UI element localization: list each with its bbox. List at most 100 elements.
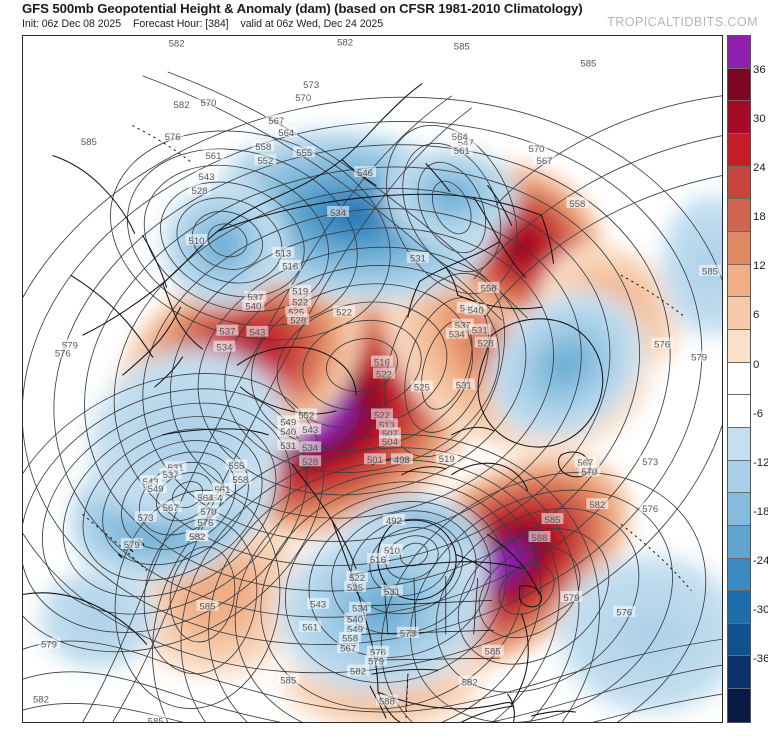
contour-label: 552 bbox=[298, 410, 314, 421]
state-border-2 bbox=[413, 578, 417, 637]
contour-label: 516 bbox=[370, 555, 386, 566]
contour-label: 564 bbox=[197, 493, 214, 504]
coast-siberia-arctic bbox=[216, 193, 543, 232]
contour-label: 567 bbox=[340, 644, 356, 655]
contour-label-halo bbox=[337, 641, 360, 653]
contour-label-halo bbox=[451, 318, 474, 330]
contour-label-halo bbox=[390, 453, 413, 465]
colorbar-band bbox=[728, 133, 750, 167]
contour-label: 537 bbox=[455, 321, 471, 332]
contour-label-halo bbox=[577, 56, 600, 68]
contour-label-halo bbox=[699, 264, 722, 276]
forecast-hour: Forecast Hour: [384] bbox=[132, 18, 229, 30]
contour-label: 585 bbox=[81, 137, 97, 148]
contour-label-halo bbox=[277, 439, 300, 451]
contour-label: 528 bbox=[302, 457, 318, 468]
contour-label: 582 bbox=[462, 678, 478, 689]
contour-label: 576 bbox=[165, 132, 181, 143]
contour-label: 585 bbox=[280, 676, 296, 687]
coast-labrador bbox=[487, 534, 541, 595]
contour-label: 567 bbox=[268, 116, 284, 127]
contour-label-halo bbox=[481, 644, 504, 656]
contour-label: 582 bbox=[174, 100, 190, 111]
coast-hudson-bay bbox=[377, 519, 457, 601]
contour-label-halo bbox=[58, 338, 81, 350]
contour-label: 540 bbox=[468, 306, 484, 317]
coast-aleutians bbox=[162, 428, 269, 436]
run-info: Init: 06z Dec 08 2025 Forecast Hour: [38… bbox=[22, 18, 392, 30]
contour-label: 522 bbox=[376, 369, 392, 380]
contour-label-halo bbox=[410, 380, 433, 392]
contour-label: 582 bbox=[589, 500, 605, 511]
contour-label-halo bbox=[194, 516, 217, 528]
contour-label-halo bbox=[574, 456, 597, 468]
contour-label: 573 bbox=[400, 629, 416, 640]
contour-label: 588 bbox=[532, 533, 548, 544]
contour-label: 573 bbox=[303, 80, 319, 91]
contour-label-halo bbox=[333, 305, 356, 317]
contour-label: 558 bbox=[232, 475, 248, 486]
colorbar-tick-label: 18 bbox=[753, 211, 766, 224]
state-border-6 bbox=[361, 629, 495, 635]
contour-label: 546 bbox=[357, 168, 373, 179]
dotted-border-north bbox=[132, 125, 192, 163]
contour-label: 531 bbox=[280, 441, 296, 452]
coast-british-isles bbox=[445, 266, 459, 296]
contour-label: 513 bbox=[379, 420, 395, 431]
anomaly-cold-greenland-sea bbox=[479, 281, 654, 449]
contour-label: 498 bbox=[394, 455, 410, 466]
contour-label: 576 bbox=[197, 518, 213, 529]
anomaly-cold-east-edge bbox=[651, 180, 722, 351]
colorbar-band bbox=[728, 395, 750, 428]
border-europe-2 bbox=[540, 214, 555, 264]
contour-label: 573 bbox=[642, 457, 658, 468]
contour-label: 582 bbox=[350, 667, 366, 678]
contour-label-halo bbox=[382, 514, 405, 526]
coast-gulf bbox=[377, 691, 513, 710]
contour-label-halo bbox=[344, 612, 367, 624]
contour-label: 547 bbox=[458, 138, 474, 149]
contour-label-halo bbox=[185, 233, 208, 245]
contour-label-halo bbox=[279, 259, 302, 271]
contour-label-halo bbox=[474, 336, 497, 348]
colorbar-band bbox=[728, 36, 750, 69]
colorbar-band bbox=[728, 525, 750, 559]
coast-far-west-1 bbox=[52, 155, 136, 234]
contour-label: 507 bbox=[382, 429, 398, 440]
contour-label: 561 bbox=[302, 623, 318, 634]
contour-label: 567 bbox=[577, 458, 593, 469]
contour-label: 534 bbox=[302, 443, 319, 454]
contour-label-halo bbox=[639, 502, 662, 514]
contour-label-halo bbox=[299, 441, 322, 453]
contour-label-halo bbox=[216, 324, 239, 336]
contour-label: 549 bbox=[148, 484, 164, 495]
border-us-mexico bbox=[371, 668, 439, 675]
contour-label: 582 bbox=[337, 37, 353, 48]
contour-label-halo bbox=[454, 136, 477, 148]
contour-label: 585 bbox=[580, 58, 596, 69]
coast-southwest-land bbox=[23, 592, 148, 645]
contour-label-halo bbox=[528, 531, 551, 543]
contour-label: 510 bbox=[189, 236, 205, 247]
coast-alaska bbox=[236, 346, 357, 396]
contour-label-halo bbox=[213, 340, 236, 352]
contour-label-halo bbox=[566, 197, 589, 208]
colorbar-tick-label: 0 bbox=[753, 358, 760, 371]
dotted-border-layer bbox=[82, 125, 692, 722]
contour-label-halo bbox=[327, 206, 350, 217]
colorbar-tick-label: 12 bbox=[753, 260, 766, 273]
map-canvas: 582 582 585 573 582 570 570 585 567 564 576 570 547 5… bbox=[23, 36, 722, 722]
anomaly-cold-southwest bbox=[27, 559, 168, 680]
anomaly-colorbar bbox=[727, 35, 751, 723]
contour-label-halo bbox=[458, 675, 481, 687]
colorbar-tick-label: -36 bbox=[753, 653, 768, 666]
contour-label: 531 bbox=[456, 380, 472, 391]
map-frame: 582 582 585 573 582 570 570 585 567 564 576 570 547 5… bbox=[22, 35, 723, 723]
contour-label-halo bbox=[246, 325, 269, 337]
contour-label: 558 bbox=[569, 199, 585, 210]
contour-label-halo bbox=[277, 673, 300, 685]
contour-label-halo bbox=[450, 144, 473, 156]
contour-label-halo bbox=[188, 184, 211, 196]
contour-label-halo bbox=[165, 36, 188, 48]
contour-label: 555 bbox=[228, 461, 244, 472]
